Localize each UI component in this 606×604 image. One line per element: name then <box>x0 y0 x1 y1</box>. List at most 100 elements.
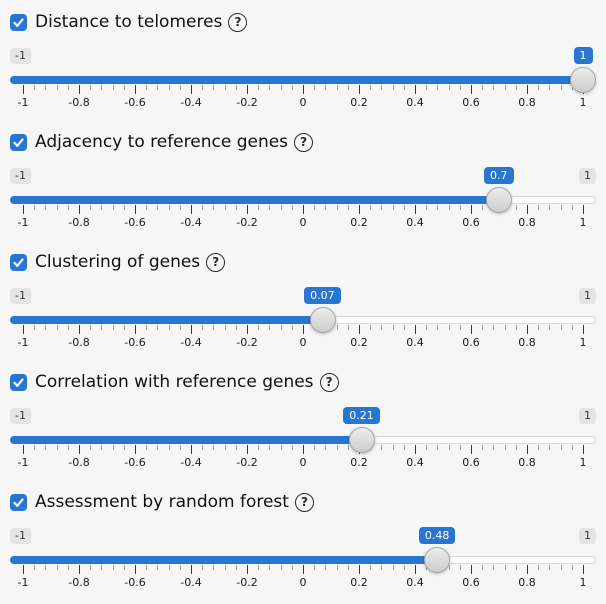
grid-tick <box>56 445 58 450</box>
grid-tick <box>471 445 472 454</box>
grid-tick <box>303 325 304 334</box>
grid-tick <box>269 445 271 450</box>
grid-tick <box>336 445 338 450</box>
grid-tick <box>123 205 125 210</box>
checkbox[interactable] <box>10 373 27 391</box>
grid-tick <box>303 205 304 214</box>
help-icon[interactable]: ? <box>228 12 248 32</box>
grid-tick <box>415 445 416 454</box>
grid-tick <box>90 85 92 90</box>
grid-tick <box>571 565 573 570</box>
grid-tick <box>549 85 551 90</box>
slider[interactable]: -1 1 0.7 -1 -0.8 -0.6 -0.4 -0.2 0 0.2 0.4 0.6 0.8… <box>10 152 596 240</box>
slider-value-label: 0.7 <box>484 167 514 184</box>
check-icon <box>13 497 24 507</box>
grid-tick-label: 0.2 <box>350 216 368 229</box>
slider-handle[interactable] <box>570 67 596 93</box>
grid-tick <box>549 445 551 450</box>
grid-tick <box>303 565 304 574</box>
grid-tick <box>202 565 204 570</box>
slider-handle[interactable] <box>424 547 451 573</box>
grid-tick <box>79 445 80 454</box>
feature-toggle-row[interactable]: Adjacency to reference genes ? <box>10 120 596 152</box>
grid-tick <box>202 85 204 90</box>
grid-tick <box>157 85 159 90</box>
grid-tick <box>538 565 540 570</box>
slider-handle[interactable] <box>309 307 336 333</box>
grid-tick-label: 1 <box>579 576 587 589</box>
grid-tick <box>359 325 360 334</box>
grid-tick <box>168 85 170 90</box>
grid-tick <box>135 565 136 574</box>
grid-tick <box>437 445 439 450</box>
grid-tick <box>471 325 472 334</box>
help-icon[interactable]: ? <box>294 132 314 152</box>
grid-tick <box>135 325 136 334</box>
grid-tick-label: 0 <box>299 576 307 589</box>
feature-toggle-row[interactable]: Clustering of genes ? <box>10 240 596 272</box>
checkbox[interactable] <box>10 253 27 271</box>
grid-tick <box>191 445 192 454</box>
grid-tick <box>493 85 495 90</box>
grid-tick <box>112 205 114 210</box>
grid-tick <box>123 445 125 450</box>
help-icon[interactable]: ? <box>206 252 226 272</box>
slider[interactable]: -1 1 0.07 -1 -0.8 -0.6 -0.4 -0.2 0 0.2 0.4 0.6 0.… <box>10 272 596 360</box>
grid-tick <box>224 565 226 570</box>
grid-tick <box>403 205 405 210</box>
grid-tick <box>280 85 282 90</box>
grid-tick <box>359 565 360 574</box>
slider[interactable]: -1 1 0.21 -1 -0.8 -0.6 -0.4 -0.2 0 0.2 0.4 0.6 0.… <box>10 392 596 480</box>
grid-tick <box>168 565 170 570</box>
slider-min-label: -1 <box>10 168 31 184</box>
grid-tick <box>381 445 383 450</box>
slider-value-label: 0.21 <box>343 407 380 424</box>
checkbox[interactable] <box>10 13 27 31</box>
grid-tick <box>482 325 484 330</box>
grid-tick <box>448 85 450 90</box>
grid-tick <box>247 565 248 574</box>
help-icon[interactable]: ? <box>294 492 314 512</box>
grid-tick <box>314 205 316 210</box>
grid-tick <box>23 205 24 214</box>
grid-tick <box>247 205 248 214</box>
slider[interactable]: -1 1 1 -1-0.8-0.6-0.4-0.200.20.40.60.81 <box>10 32 596 120</box>
grid-tick-label: -0.4 <box>180 216 202 229</box>
feature-toggle-row[interactable]: Correlation with reference genes ? <box>10 360 596 392</box>
grid-tick <box>168 205 170 210</box>
grid-tick <box>101 565 103 570</box>
grid-tick <box>146 445 148 450</box>
slider-filled-bar <box>10 196 505 204</box>
feature-toggle-row[interactable]: Assessment by random forest ? <box>10 480 596 512</box>
grid-tick <box>56 85 58 90</box>
grid-tick-label: -1 <box>17 96 29 109</box>
slider-handle[interactable] <box>486 187 512 213</box>
grid-tick <box>471 85 472 94</box>
grid-tick <box>482 565 484 570</box>
feature-toggle-row[interactable]: Distance to telomeres ? <box>10 0 596 32</box>
grid-tick <box>560 205 562 210</box>
grid-tick <box>135 205 136 214</box>
grid-tick <box>459 325 461 330</box>
grid-tick <box>34 325 36 330</box>
grid-tick <box>336 565 338 570</box>
grid-tick <box>224 445 226 450</box>
slider-max-label: 1 <box>579 528 596 544</box>
grid-tick <box>504 85 506 90</box>
grid-tick <box>325 85 327 90</box>
checkbox[interactable] <box>10 133 27 151</box>
slider[interactable]: -1 1 0.48 -1 -0.8 -0.6 -0.4 -0.2 0 0.2 0.4 0.6 0.… <box>10 512 596 600</box>
help-icon[interactable]: ? <box>319 372 339 392</box>
grid-tick <box>347 205 349 210</box>
grid-tick <box>112 85 114 90</box>
checkbox[interactable] <box>10 493 27 511</box>
slider-filled-bar <box>10 76 589 84</box>
grid-tick <box>79 565 80 574</box>
grid-tick <box>291 85 293 90</box>
grid-tick <box>247 85 248 94</box>
grid-tick <box>224 205 226 210</box>
grid-tick <box>347 85 349 90</box>
slider-handle[interactable] <box>348 427 375 453</box>
grid-tick <box>23 445 24 454</box>
